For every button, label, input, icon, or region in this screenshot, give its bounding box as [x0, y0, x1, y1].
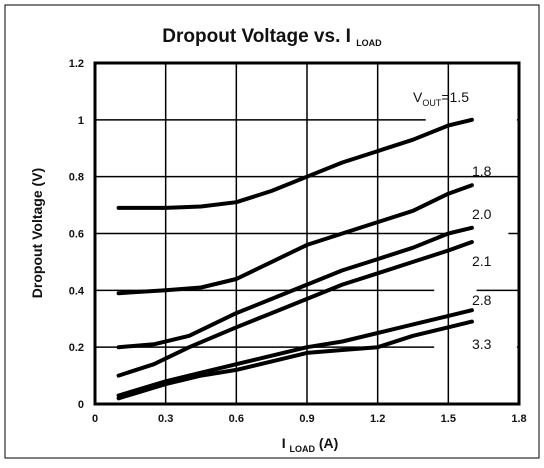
y-tick-label: 1 [78, 115, 84, 127]
chart-title: Dropout Voltage vs. I LOAD [162, 26, 382, 48]
x-axis-label-sub: LOAD [289, 444, 315, 454]
series-label-1-5: VOUT=1.5 [413, 89, 469, 108]
series-label-2-1: 2.1 [472, 253, 492, 269]
series-line-1-8 [116, 183, 474, 296]
series-label-sub: OUT [422, 98, 442, 108]
series-label-main: =1.5 [441, 89, 469, 105]
x-tick-label: 1.2 [370, 413, 385, 425]
series-line-2-1 [116, 240, 474, 378]
x-tick-label: 0.3 [158, 413, 173, 425]
y-tick-label: 0.4 [69, 285, 85, 297]
series-line-2-0 [116, 225, 474, 350]
x-axis-label-main: I [282, 435, 286, 451]
series-label-layer: VOUT=1.5 1.8 2.0 2.1 2.8 3.3 [413, 89, 492, 352]
series-line-2-8 [116, 308, 474, 398]
series-label-prefix: V [413, 89, 423, 105]
chart-frame [4, 4, 540, 459]
x-tick-label: 1.8 [511, 413, 526, 425]
axis-layer: 0 0.3 0.6 0.9 1.2 1.5 1.8 0 0.2 0.4 0.6 0.8 1 1.2 [69, 58, 527, 425]
x-axis-label: I LOAD (A) [282, 435, 339, 455]
series-label-2-8: 2.8 [472, 292, 492, 308]
y-tick-label: 0.2 [69, 342, 84, 354]
y-axis-label: Dropout Voltage (V) [29, 168, 45, 298]
x-tick-label: 0 [92, 413, 98, 425]
series-label-3-3: 3.3 [472, 336, 492, 352]
series-line-3-3 [116, 319, 474, 401]
series-layer [116, 117, 474, 401]
y-tick-label: 0 [78, 399, 84, 411]
series-label-1-8: 1.8 [472, 163, 492, 179]
series-label-2-0: 2.0 [472, 206, 492, 222]
chart-title-sub: LOAD [356, 38, 382, 48]
x-tick-label: 1.5 [441, 413, 456, 425]
x-axis-label-unit: (A) [319, 435, 338, 451]
y-tick-label: 1.2 [69, 58, 84, 70]
y-tick-label: 0.6 [69, 229, 84, 241]
series-line-1-5 [116, 117, 474, 210]
plot-area-border [93, 61, 521, 406]
x-tick-label: 0.6 [229, 413, 244, 425]
chart-title-main: Dropout Voltage vs. I [162, 26, 351, 47]
x-tick-label: 0.9 [299, 413, 314, 425]
y-tick-label: 0.8 [69, 172, 84, 184]
